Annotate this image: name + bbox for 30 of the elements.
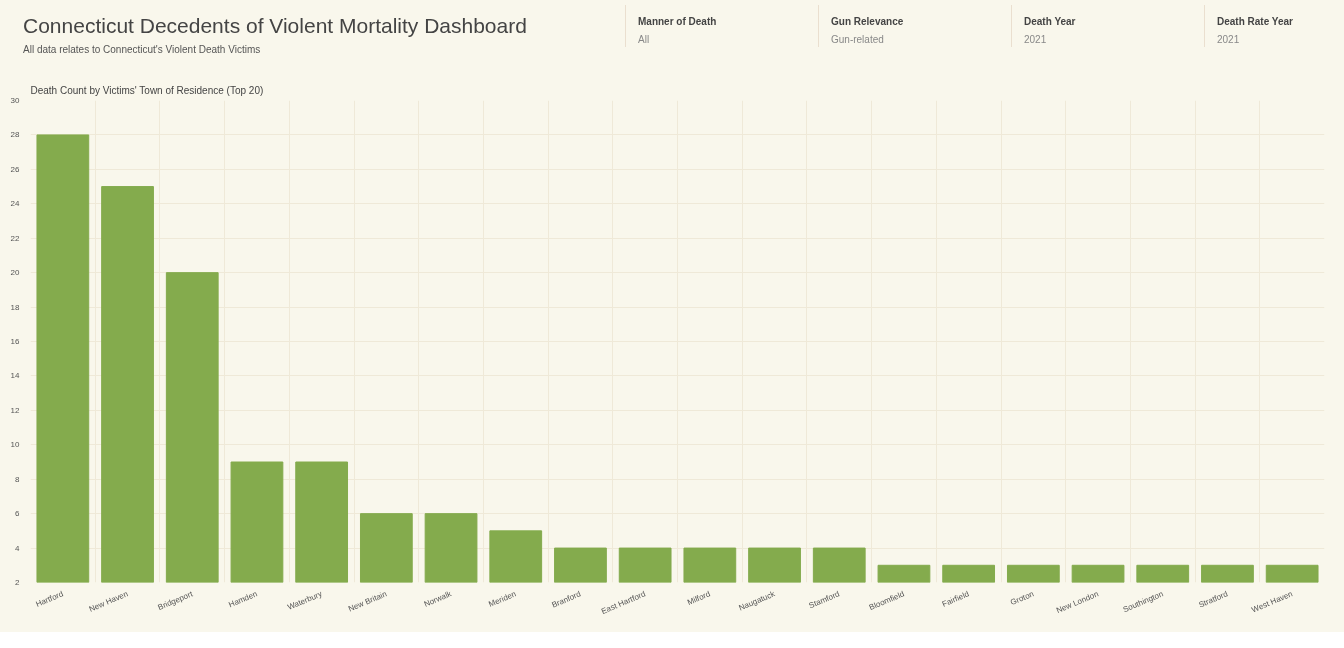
text: 2021 xyxy=(1217,33,1241,48)
y-tick-label: 20 xyxy=(10,268,21,278)
chart-title: Connecticut Decedents of Violent Mortality Dashboard xyxy=(23,13,527,39)
y-tick-label: 28 xyxy=(10,130,21,140)
text: Death Count by Victims' Town of Residence (Top 20) xyxy=(30,84,264,96)
text: All xyxy=(638,33,651,48)
y-tick-label: 26 xyxy=(10,164,21,174)
text: Gun Relevance xyxy=(831,15,904,29)
y-tick-label: 2 xyxy=(15,578,21,587)
text: Death Rate Year xyxy=(1217,15,1293,29)
y-tick-label: 14 xyxy=(10,371,21,381)
x-tick-label: Groton xyxy=(1009,589,1036,608)
y-tick-label: 18 xyxy=(10,302,21,312)
x-tick-label: West Haven xyxy=(1250,589,1294,615)
text: Manner of Death xyxy=(638,15,717,29)
y-tick-label: 22 xyxy=(10,233,21,243)
y-tick-label: 6 xyxy=(15,509,21,519)
y-tick-label: 24 xyxy=(10,199,21,209)
text: Death Year xyxy=(1024,15,1076,29)
text: 2021 xyxy=(1024,33,1048,48)
chart-subtitle: All data relates to Connecticut's Violent Death Victims xyxy=(23,43,262,57)
y-tick-label: 10 xyxy=(10,440,21,450)
text: Gun-related xyxy=(831,33,885,48)
y-tick-label: 8 xyxy=(15,474,21,484)
y-tick-label: 30 xyxy=(10,96,21,105)
y-tick-label: 4 xyxy=(15,543,21,553)
y-tick-label: 12 xyxy=(10,405,21,415)
y-tick-label: 16 xyxy=(10,337,21,346)
x-tick-label: New Haven xyxy=(87,589,130,614)
x-tick-label: New Britain xyxy=(346,589,389,614)
